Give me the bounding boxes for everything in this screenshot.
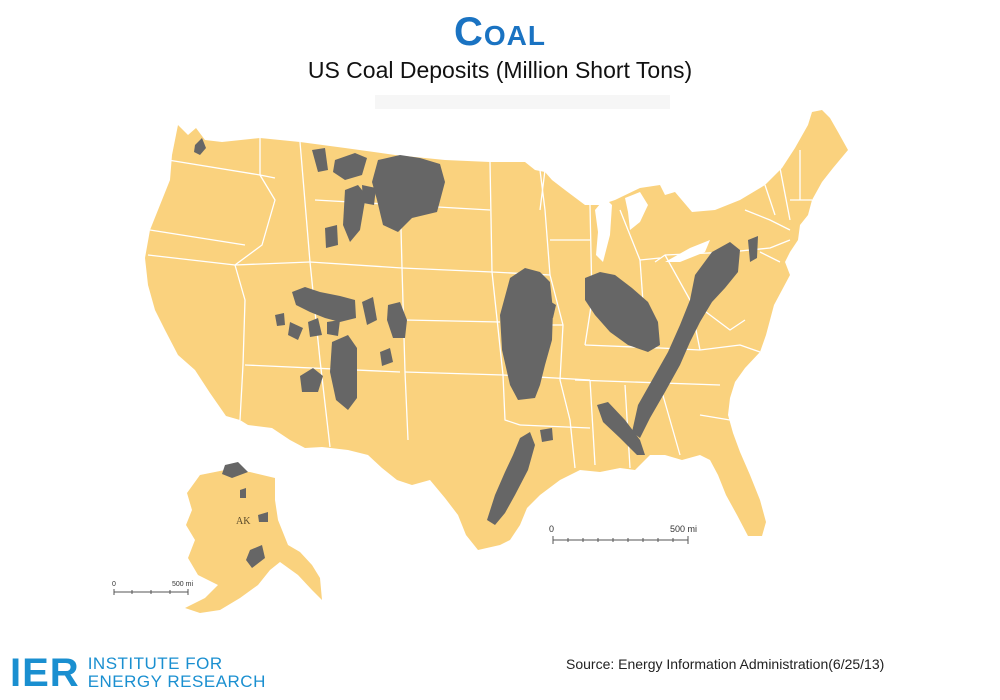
deposit-colorado-west bbox=[362, 297, 377, 325]
logo-text: INSTITUTE FOR ENERGY RESEARCH bbox=[88, 655, 266, 691]
header-band bbox=[375, 95, 670, 109]
deposit-texas-lignite bbox=[487, 432, 535, 525]
map-title: Coal bbox=[454, 10, 546, 54]
lake-huron bbox=[625, 192, 648, 230]
contiguous-us-land bbox=[145, 110, 848, 550]
deposit-wyoming-bighorn bbox=[325, 225, 338, 248]
deposit-montana-central bbox=[333, 153, 367, 180]
deposit-montana-east bbox=[362, 185, 376, 205]
deposit-washington bbox=[194, 138, 206, 155]
deposit-pennsylvania-anthracite bbox=[748, 236, 758, 262]
deposit-montana-south bbox=[343, 185, 366, 242]
lake-michigan bbox=[595, 198, 612, 262]
deposit-alaska-north bbox=[222, 462, 248, 478]
deposit-raton bbox=[380, 348, 393, 366]
ier-logo: IER INSTITUTE FOR ENERGY RESEARCH bbox=[10, 652, 266, 694]
lake-superior bbox=[555, 170, 612, 188]
deposit-montana-west bbox=[312, 148, 328, 172]
deposit-san-juan bbox=[330, 335, 357, 410]
deposit-louisiana bbox=[540, 428, 553, 442]
alaska-scale-zero: 0 bbox=[112, 581, 116, 588]
lake-erie bbox=[665, 240, 710, 262]
map-subtitle: US Coal Deposits (Million Short Tons) bbox=[307, 57, 693, 83]
deposit-arkansas bbox=[546, 300, 556, 318]
deposit-alabama-mississippi bbox=[597, 402, 645, 455]
deposit-appalachian bbox=[632, 242, 740, 438]
deposit-powder-river bbox=[387, 302, 407, 338]
alaska-land bbox=[185, 470, 322, 613]
logo-line-2: ENERGY RESEARCH bbox=[87, 672, 266, 691]
alaska-scale-max: 500 mi bbox=[172, 581, 193, 588]
main-scale-max: 500 mi bbox=[670, 524, 697, 534]
deposit-fort-union bbox=[372, 155, 445, 232]
state-borders bbox=[147, 138, 812, 469]
logo-line-1: INSTITUTE FOR bbox=[87, 654, 223, 673]
deposit-alaska-south bbox=[246, 545, 265, 568]
deposit-alaska-central bbox=[240, 488, 246, 498]
deposit-green-river bbox=[292, 287, 356, 322]
deposit-alaska-cook bbox=[258, 512, 268, 522]
alaska-label: AK bbox=[236, 516, 251, 527]
deposit-uinta bbox=[308, 318, 322, 337]
main-scale-bar bbox=[552, 536, 689, 544]
deposit-utah-west bbox=[275, 313, 285, 326]
deposit-western-interior bbox=[500, 268, 553, 400]
deposit-uinta-2 bbox=[327, 320, 340, 336]
main-scale-zero: 0 bbox=[549, 524, 554, 534]
coal-deposits bbox=[194, 138, 758, 568]
deposit-black-mesa bbox=[300, 368, 323, 392]
source-note: Source: Energy Information Administratio… bbox=[566, 656, 885, 672]
deposit-utah-sw bbox=[288, 322, 303, 340]
alaska-scale-bar bbox=[113, 589, 189, 595]
deposit-illinois-basin bbox=[585, 272, 660, 352]
logo-mark: IER bbox=[10, 651, 80, 695]
